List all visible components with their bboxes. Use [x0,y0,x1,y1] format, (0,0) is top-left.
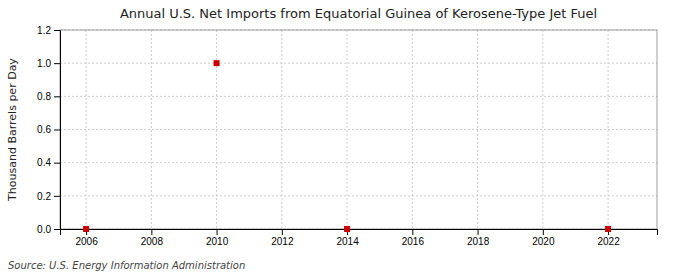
grid-line [412,30,413,229]
tick-label: 2016 [402,236,425,247]
tick-label: 2006 [75,236,98,247]
tick-mark [54,130,60,131]
axis-line [61,230,658,236]
axis-line [54,31,61,230]
point [83,226,89,232]
tick-mark [478,229,479,235]
tick-label: 1.2 [37,25,51,36]
grid-line [60,63,657,64]
tick: 2020 [532,229,555,247]
tick-mark [282,229,283,235]
tick-label: 0.0 [37,224,51,235]
grid-line [60,195,657,196]
tick-label: 2010 [206,236,229,247]
tick-mark [54,229,60,230]
grid-line [60,96,657,97]
grid-line [216,30,217,229]
point [214,60,220,66]
plot-frame [60,30,657,229]
tick-mark [54,196,60,197]
tick: 0.6 [37,124,60,135]
points [83,60,611,232]
y-axis: 0.0 0.2 0.4 0.6 0.8 1.0 1.2 [37,25,60,235]
grid-line [151,30,152,229]
tick-label: 2020 [532,236,555,247]
grid-line [60,129,657,130]
tick: 2016 [402,229,425,247]
tick-mark [54,96,60,97]
tick-label: 0.8 [37,91,51,102]
title: Annual U.S. Net Imports from Equatorial … [120,6,597,21]
tick: 2010 [206,229,229,247]
tick-label: 0.4 [37,157,51,168]
tick-label: 2022 [597,236,620,247]
tick-mark [54,63,60,64]
tick-mark [217,229,218,235]
tick: 0.2 [37,191,60,202]
tick: 2018 [467,229,490,247]
grid-line [281,30,282,229]
tick-label: 2018 [467,236,490,247]
tick-label: 0.2 [37,191,51,202]
grid-line [60,162,657,163]
tick-label: 1.0 [37,58,51,69]
tick: 2012 [271,229,294,247]
x-axis: 2006 2008 2010 2012 2014 2016 2018 2020 2022 [61,229,658,247]
tick-label: 0.6 [37,124,51,135]
tick: 0.4 [37,157,60,168]
tick: 0.0 [37,224,60,235]
tick-mark [543,229,544,235]
tick-mark [54,30,60,31]
grid [60,30,657,229]
point [605,226,611,232]
annotation: Source: U.S. Energy Information Administ… [8,260,245,271]
tick-label: 2008 [141,236,164,247]
y-axis-label: Thousand Barrels per Day [6,58,19,202]
tick: 1.2 [37,25,60,36]
chart: 2006200820102012201420162018202020220.00… [0,0,675,275]
tick-label: 2012 [271,236,294,247]
grid-line [477,30,478,229]
grid-line [608,30,609,229]
point [344,226,350,232]
grid-line [542,30,543,229]
tick: 1.0 [37,58,60,69]
tick-mark [412,229,413,235]
plot-area: 2006200820102012201420162018202020220.00… [37,25,657,247]
tick-mark [151,229,152,235]
tick: 2008 [141,229,164,247]
tick-label: 2014 [336,236,359,247]
grid-line [86,30,87,229]
tick-mark [54,163,60,164]
tick: 0.8 [37,91,60,102]
grid-line [347,30,348,229]
